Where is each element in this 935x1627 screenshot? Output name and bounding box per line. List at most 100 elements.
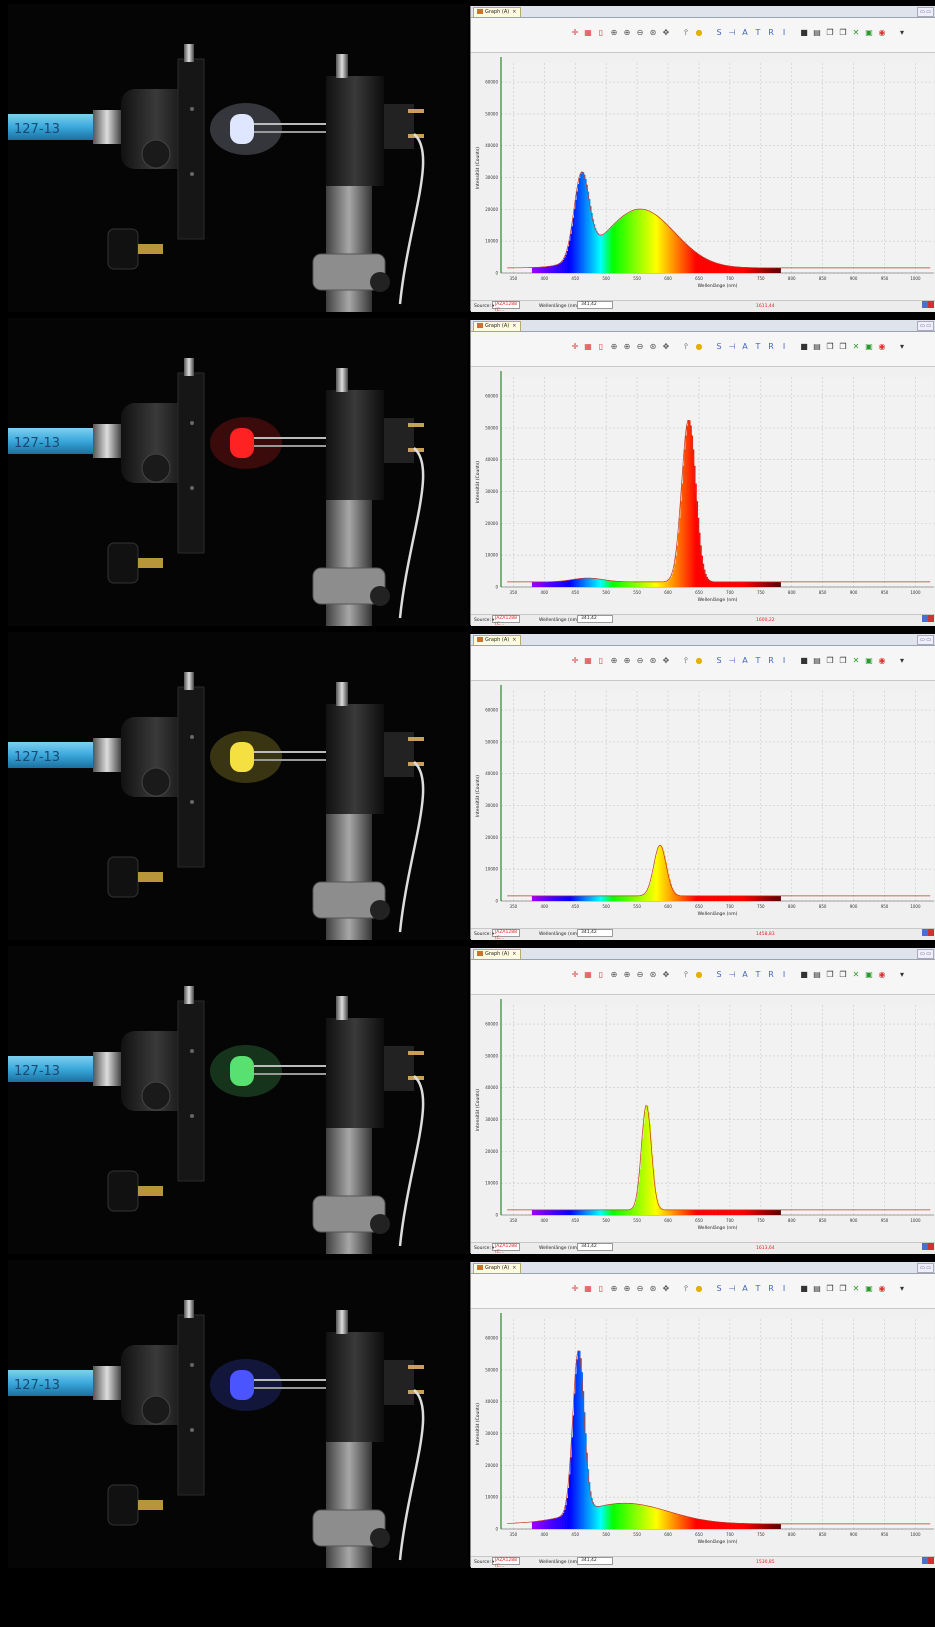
chevron-down-icon[interactable]: ▾	[492, 1560, 495, 1565]
S-icon[interactable]: S	[716, 342, 722, 351]
R-icon[interactable]: R	[768, 970, 774, 979]
A-icon[interactable]: A	[742, 1284, 748, 1293]
wavelength-input[interactable]: 341,42	[577, 615, 613, 623]
A-icon[interactable]: A	[742, 342, 748, 351]
dropdown-icon[interactable]: ▾	[899, 28, 904, 37]
wavelength-input[interactable]: 341,42	[577, 301, 613, 309]
dropdown-icon[interactable]: ▾	[899, 1284, 904, 1293]
T-icon[interactable]: T	[755, 28, 761, 37]
bulb-icon[interactable]: ●	[695, 342, 703, 351]
print-icon[interactable]: ▤	[813, 342, 821, 351]
grid-icon[interactable]: ▦	[584, 28, 592, 37]
copy-data-icon[interactable]: ❐	[839, 342, 847, 351]
zoom-in-x-icon[interactable]: ⊕	[623, 342, 631, 351]
close-icon[interactable]: ×	[512, 637, 517, 643]
zoom-in-icon[interactable]: ⊕	[610, 970, 618, 979]
graph-tab[interactable]: Graph (A) ×	[473, 321, 522, 331]
A-icon[interactable]: A	[742, 970, 748, 979]
zoom-out-icon[interactable]: ⊖	[636, 342, 644, 351]
close-icon[interactable]: ×	[512, 1265, 517, 1271]
zoom-in-icon[interactable]: ⊕	[610, 656, 618, 665]
split-icon[interactable]: ⊣	[728, 1284, 736, 1293]
grid-icon[interactable]: ▦	[584, 656, 592, 665]
zoom-fit-icon[interactable]: ⊛	[649, 1284, 657, 1293]
T-icon[interactable]: T	[755, 342, 761, 351]
trash-icon[interactable]: ▯	[598, 342, 604, 351]
T-icon[interactable]: T	[755, 656, 761, 665]
settings-icon[interactable]: ◉	[878, 1284, 886, 1293]
graph-tab[interactable]: Graph (A) ×	[473, 1263, 522, 1273]
pin-icon[interactable]: ⫯	[684, 656, 688, 665]
S-icon[interactable]: S	[716, 28, 722, 37]
spectrum-plot[interactable]: 350 400 450 500 550 600 650 700 750 800 850 900 950 1…	[471, 367, 935, 614]
lock-icon[interactable]	[922, 615, 934, 622]
I-icon[interactable]: I	[782, 342, 786, 351]
trash-icon[interactable]: ▯	[598, 28, 604, 37]
copy-data-icon[interactable]: ❐	[839, 1284, 847, 1293]
pin-icon[interactable]: ⫯	[684, 970, 688, 979]
copy-icon[interactable]: ❐	[826, 342, 834, 351]
crosshair-icon[interactable]: ✛	[571, 1284, 579, 1293]
I-icon[interactable]: I	[782, 656, 786, 665]
window-controls[interactable]: ▭ ▭	[916, 7, 934, 17]
zoom-fit-icon[interactable]: ⊛	[649, 656, 657, 665]
split-icon[interactable]: ⊣	[728, 970, 736, 979]
chevron-down-icon[interactable]: ▾	[492, 932, 495, 937]
S-icon[interactable]: S	[716, 1284, 722, 1293]
lock-icon[interactable]	[922, 929, 934, 936]
R-icon[interactable]: R	[768, 28, 774, 37]
settings-icon[interactable]: ◉	[878, 28, 886, 37]
bulb-icon[interactable]: ●	[695, 28, 703, 37]
zoom-out-icon[interactable]: ⊖	[636, 970, 644, 979]
copy-data-icon[interactable]: ❐	[839, 656, 847, 665]
save-icon[interactable]: ■	[800, 1284, 808, 1293]
settings-icon[interactable]: ◉	[878, 656, 886, 665]
zoom-fit-icon[interactable]: ⊛	[649, 970, 657, 979]
grid-icon[interactable]: ▦	[584, 1284, 592, 1293]
copy-icon[interactable]: ❐	[826, 28, 834, 37]
trash-icon[interactable]: ▯	[598, 656, 604, 665]
zoom-out-icon[interactable]: ⊖	[636, 656, 644, 665]
chevron-down-icon[interactable]: ▾	[492, 1246, 495, 1251]
excel-icon[interactable]: ✕	[852, 970, 860, 979]
A-icon[interactable]: A	[742, 656, 748, 665]
crosshair-icon[interactable]: ✛	[571, 656, 579, 665]
wavelength-input[interactable]: 341,42	[577, 1557, 613, 1565]
S-icon[interactable]: S	[716, 970, 722, 979]
settings-icon[interactable]: ◉	[878, 342, 886, 351]
S-icon[interactable]: S	[716, 656, 722, 665]
wavelength-input[interactable]: 341,42	[577, 1243, 613, 1251]
lock-icon[interactable]	[922, 301, 934, 308]
copy-data-icon[interactable]: ❐	[839, 28, 847, 37]
spectrum-plot[interactable]: 350 400 450 500 550 600 650 700 750 800 850 900 950 1…	[471, 53, 935, 300]
T-icon[interactable]: T	[755, 1284, 761, 1293]
zoom-fit-icon[interactable]: ⊛	[649, 28, 657, 37]
close-icon[interactable]: ×	[512, 9, 517, 15]
save-icon[interactable]: ■	[800, 28, 808, 37]
trash-icon[interactable]: ▯	[598, 970, 604, 979]
pin-icon[interactable]: ⫯	[684, 342, 688, 351]
export-icon[interactable]: ▣	[865, 342, 873, 351]
chevron-down-icon[interactable]: ▾	[492, 304, 495, 309]
print-icon[interactable]: ▤	[813, 1284, 821, 1293]
crosshair-icon[interactable]: ✛	[571, 28, 579, 37]
trash-icon[interactable]: ▯	[598, 1284, 604, 1293]
window-controls[interactable]: ▭ ▭	[916, 635, 934, 645]
pan-icon[interactable]: ✥	[662, 656, 670, 665]
source-select[interactable]: JAZA1288 (C...	[492, 929, 520, 941]
A-icon[interactable]: A	[742, 28, 748, 37]
zoom-in-icon[interactable]: ⊕	[610, 28, 618, 37]
print-icon[interactable]: ▤	[813, 656, 821, 665]
copy-icon[interactable]: ❐	[826, 970, 834, 979]
export-icon[interactable]: ▣	[865, 656, 873, 665]
excel-icon[interactable]: ✕	[852, 656, 860, 665]
close-icon[interactable]: ×	[512, 951, 517, 957]
spectrum-plot[interactable]: 350 400 450 500 550 600 650 700 750 800 850 900 950 1…	[471, 681, 935, 928]
source-select[interactable]: JAZA1288 (C...	[492, 1243, 520, 1255]
export-icon[interactable]: ▣	[865, 1284, 873, 1293]
R-icon[interactable]: R	[768, 656, 774, 665]
chevron-down-icon[interactable]: ▾	[492, 618, 495, 623]
save-icon[interactable]: ■	[800, 656, 808, 665]
I-icon[interactable]: I	[782, 1284, 786, 1293]
save-icon[interactable]: ■	[800, 970, 808, 979]
